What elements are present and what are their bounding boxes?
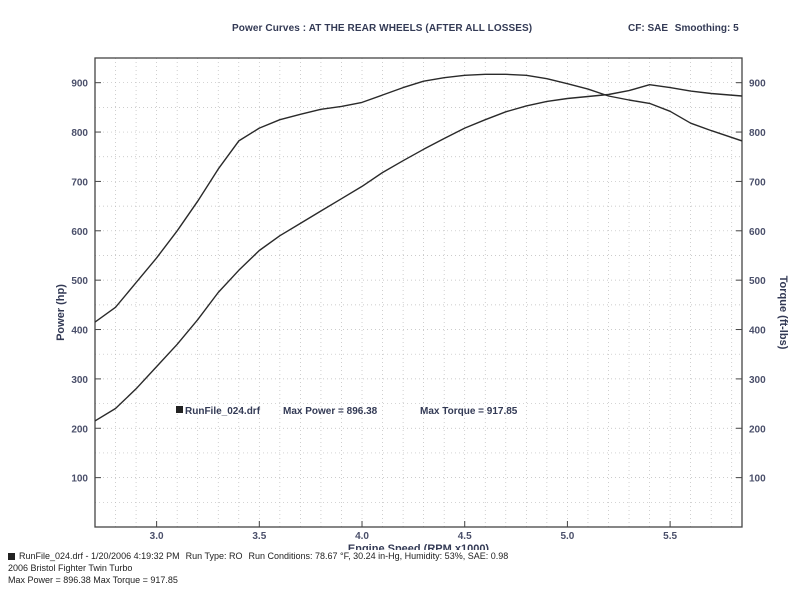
annotation-max-power: Max Power = 896.38	[283, 406, 378, 417]
run-info-line1: RunFile_024.drf - 1/20/2006 4:19:32 PM Ru…	[8, 550, 508, 562]
x-tick-label: 4.5	[458, 531, 472, 542]
annotation-file: RunFile_024.drf	[185, 406, 261, 417]
series-layer	[95, 73, 742, 422]
max-summary: Max Power = 896.38 Max Torque = 917.85	[8, 575, 178, 585]
y-tick-label-right: 400	[749, 326, 766, 337]
y-axis-title-left: Power (hp)	[55, 284, 67, 341]
y-tick-label-right: 100	[749, 474, 766, 485]
chart-title: Power Curves : AT THE REAR WHEELS (AFTER…	[232, 23, 533, 34]
y-tick-label-right: 500	[749, 276, 766, 287]
run-file-info: RunFile_024.drf - 1/20/2006 4:19:32 PM	[19, 551, 180, 561]
series-line-torque	[95, 73, 742, 323]
run-marker-icon	[8, 553, 15, 560]
smoothing-label: Smoothing: 5	[674, 23, 739, 34]
y-tick-label-right: 800	[749, 128, 766, 139]
y-tick-label-left: 900	[71, 79, 88, 90]
axis-layer	[94, 57, 743, 528]
y-tick-label-right: 600	[749, 227, 766, 238]
y-tick-label-right: 900	[749, 79, 766, 90]
x-tick-label: 5.5	[663, 531, 677, 542]
series-line-power	[95, 83, 742, 422]
x-axis-title: Engine Speed (RPM x1000)	[348, 543, 490, 550]
cf-label: CF: SAE	[628, 23, 668, 34]
run-conditions: Run Conditions: 78.67 °F, 30.24 in-Hg, H…	[248, 551, 509, 561]
plot-frame	[94, 57, 743, 528]
y-tick-label-right: 300	[749, 375, 766, 386]
run-info-footer: RunFile_024.drf - 1/20/2006 4:19:32 PM Ru…	[8, 550, 508, 586]
y-axis-title-right: Torque (ft-lbs)	[777, 276, 789, 350]
run-type: Run Type: RO	[185, 551, 243, 561]
y-tick-label-left: 600	[71, 227, 88, 238]
y-tick-label-left: 800	[71, 128, 88, 139]
annotation-max-torque: Max Torque = 917.85	[420, 406, 518, 417]
x-tick-label: 5.0	[560, 531, 574, 542]
y-tick-label-left: 300	[71, 375, 88, 386]
x-tick-label: 3.0	[150, 531, 164, 542]
annotation-marker-icon	[176, 406, 183, 413]
label-layer: 3.0 3.5 4.0 4.5 5.0 5.5 100 200 300 400 500 600 700 8…	[55, 79, 789, 550]
grid-layer	[95, 58, 742, 527]
y-tick-label-left: 500	[71, 276, 88, 287]
y-tick-label-right: 200	[749, 424, 766, 435]
x-tick-label: 4.0	[355, 531, 369, 542]
x-tick-label: 3.5	[252, 531, 266, 542]
y-tick-label-left: 400	[71, 326, 88, 337]
y-tick-label-left: 700	[71, 177, 88, 188]
cf-info: CF: SAE Smoothing: 5	[628, 23, 743, 34]
vehicle-name: 2006 Bristol Fighter Twin Turbo	[8, 563, 133, 573]
dyno-chart: 3.0 3.5 4.0 4.5 5.0 5.5 100 200 300 400 500 600 700 8…	[55, 57, 789, 550]
y-tick-label-left: 200	[71, 424, 88, 435]
y-tick-label-left: 100	[71, 474, 88, 485]
y-tick-label-right: 700	[749, 177, 766, 188]
